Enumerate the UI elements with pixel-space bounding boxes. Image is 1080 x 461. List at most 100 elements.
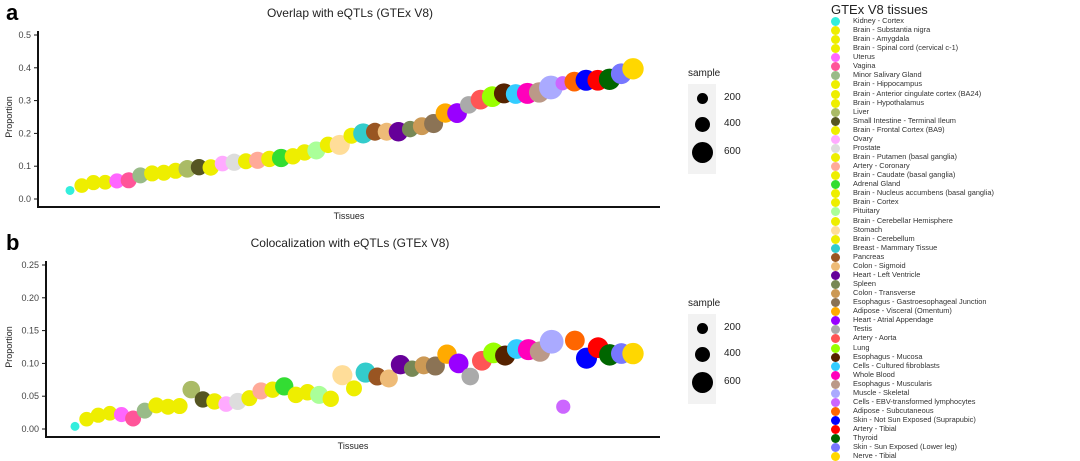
tissue-legend-item: Breast - Mammary Tissue [831,243,1071,253]
tissue-legend-label: Cells - Cultured fibroblasts [853,360,940,370]
data-point[interactable]: Brain - Cerebellar Hemisphere: 0.046 [322,390,339,408]
color-swatch-icon [831,243,840,253]
y-tick-label: 0.2 [18,128,31,138]
tissue-legend-label: Skin - Sun Exposed (Lower leg) [853,442,957,452]
tissue-legend-label: Ovary [853,133,873,143]
size-legend-title: sample [688,68,721,79]
tissue-legend-label: Kidney - Cortex [853,16,904,25]
data-point[interactable]: Kidney - Cortex: 0.026 [65,185,75,195]
data-point[interactable]: Brain - Amygdala: 0.021 [90,407,106,423]
color-swatch-icon [831,225,840,235]
data-point[interactable]: Cells - EBV-transformed lymphocytes: 0.0… [556,399,571,414]
data-point[interactable]: Brain - Amygdala: 0.05 [85,175,102,191]
color-swatch-icon [831,307,840,317]
color-swatch-icon [831,443,840,453]
color-swatch-icon [831,53,840,63]
data-point[interactable]: Stomach: 0.082 [332,365,353,386]
size-legend-label: 200 [724,322,741,333]
data-point[interactable]: Vagina: 0.016 [125,410,142,427]
data-point[interactable]: Brain - Substantia nigra: 0.041 [74,178,90,193]
tissue-legend-item: Heart - Atrial Appendage [831,315,1071,326]
data-point[interactable]: Heart - Atrial Appendage: 0.1 [448,353,469,374]
size-legend-item: 200 [688,84,768,112]
size-legend-item: 400 [688,342,768,370]
data-point[interactable]: Brain - Anterior cingulate cortex (BA24)… [160,398,176,415]
color-swatch-icon [831,134,840,144]
color-swatch-icon [831,416,840,426]
data-point[interactable]: Nerve - Tibial: 0.397 [622,58,644,80]
tissue-legend-item: Brain - Nucleus accumbens (basal ganglia… [831,188,1071,199]
tissue-legend-item: Adipose - Visceral (Omentum) [831,306,1071,317]
color-swatch-icon [831,425,840,435]
y-tick-label: 0.4 [18,63,31,73]
color-swatch-icon [831,180,840,190]
tissue-legend-label: Uterus [853,52,875,62]
color-swatch-icon [831,71,840,81]
color-swatch-icon [831,125,840,135]
y-tick-label: 0.20 [21,293,39,303]
y-tick-label: 0.10 [21,358,39,368]
tissue-legend-label: Prostate [853,142,881,152]
tissue-legend-item: Artery - Tibial [831,424,1071,435]
data-point[interactable]: Nerve - Tibial: 0.115 [622,342,644,365]
circle-icon [697,323,708,334]
tissue-legend-title: GTEx V8 tissues [831,2,928,17]
tissue-legend-item: Minor Salivary Gland [831,70,1071,81]
tissue-legend-label: Cells - EBV-transformed lymphocytes [853,396,976,406]
size-legend-title: sample [688,298,721,309]
data-point[interactable]: Brain - Cerebellum: 0.062 [346,380,362,397]
size-legend-item: 200 [688,314,768,342]
data-point[interactable]: Brain - Substantia nigra: 0.015 [79,411,94,427]
tissue-legend-label: Muscle - Skeletal [853,387,910,397]
data-point[interactable]: Prostate: 0.112 [225,153,243,171]
tissue-legend-item: Pituitary [831,206,1071,217]
data-point[interactable]: Brain - Spinal cord (cervical c-1): 0.05… [97,174,113,190]
data-point[interactable]: Esophagus - Gastroesophageal Junction: 0… [425,356,445,376]
tissue-legend-item: Pancreas [831,252,1071,262]
color-swatch-icon [831,207,840,217]
color-swatch-icon [831,370,840,380]
tissue-legend-item: Spleen [831,279,1071,290]
data-point[interactable]: Colon - Sigmoid: 0.077 [379,369,398,388]
color-swatch-icon [831,261,840,271]
panel-a-title: Overlap with eQTLs (GTEx V8) [266,6,434,20]
data-point[interactable]: Small Intestine - Terminal Ileum: 0.097 [190,158,208,176]
x-axis-label: Tissues [334,211,365,221]
data-point[interactable]: Brain - Hypothalamus: 0.035 [171,398,188,415]
color-swatch-icon [831,35,840,45]
tissue-legend-item: Skin - Not Sun Exposed (Suprapubic) [831,415,1071,426]
circle-icon [695,347,710,362]
color-swatch-icon [831,434,840,444]
x-axis-label: Tissues [338,441,369,451]
color-swatch-icon [831,334,840,344]
tissue-legend-item: Adrenal Gland [831,179,1071,190]
data-point[interactable]: Testis: 0.08 [461,367,480,386]
data-point[interactable]: Brain - Hippocampus: 0.036 [148,397,165,414]
tissue-legend-item: Lung [831,342,1071,353]
data-point[interactable]: Adipose - Subcutaneous: 0.135 [564,330,585,351]
data-point[interactable]: Kidney - Cortex: 0.004 [70,421,80,431]
data-point[interactable]: Brain - Spinal cord (cervical c-1): 0.02… [102,405,118,421]
size-legend-label: 600 [724,146,741,157]
color-swatch-icon [831,98,840,108]
data-point[interactable]: Muscle - Skeletal: 0.133 [539,329,564,354]
colocalization-scatter-plot: 0.00 0.05 0.10 0.15 0.20 0.25 Proportion Tissue… [4,260,660,451]
tissue-legend-label: Pituitary [853,206,880,216]
tissue-legend-item: Testis [831,324,1071,335]
tissue-legend-label: Artery - Aorta [853,333,897,343]
tissue-legend-label: Lung [853,342,870,352]
tissue-legend-label: Adrenal Gland [853,179,901,189]
tissue-legend-label: Brain - Anterior cingulate cortex (BA24) [853,88,982,98]
tissue-legend-item: Brain - Substantia nigra [831,25,1071,36]
data-point[interactable]: Liver: 0.06 [182,380,201,399]
data-point[interactable]: Uterus: 0.055 [109,173,125,189]
tissue-legend-label: Brain - Caudate (basal ganglia) [853,170,956,180]
tissue-legend-label: Colon - Transverse [853,288,916,298]
tissue-legend-label: Brain - Nucleus accumbens (basal ganglia… [853,188,994,198]
tissue-legend-item: Cells - Cultured fibroblasts [831,360,1071,371]
tissue-legend-label: Liver [853,106,870,116]
tissue-legend-item: Thyroid [831,433,1071,444]
tissue-legend-item: Brain - Frontal Cortex (BA9) [831,125,1071,135]
data-point[interactable]: Brain - Hippocampus: 0.078 [144,165,161,182]
color-swatch-icon [831,107,840,117]
